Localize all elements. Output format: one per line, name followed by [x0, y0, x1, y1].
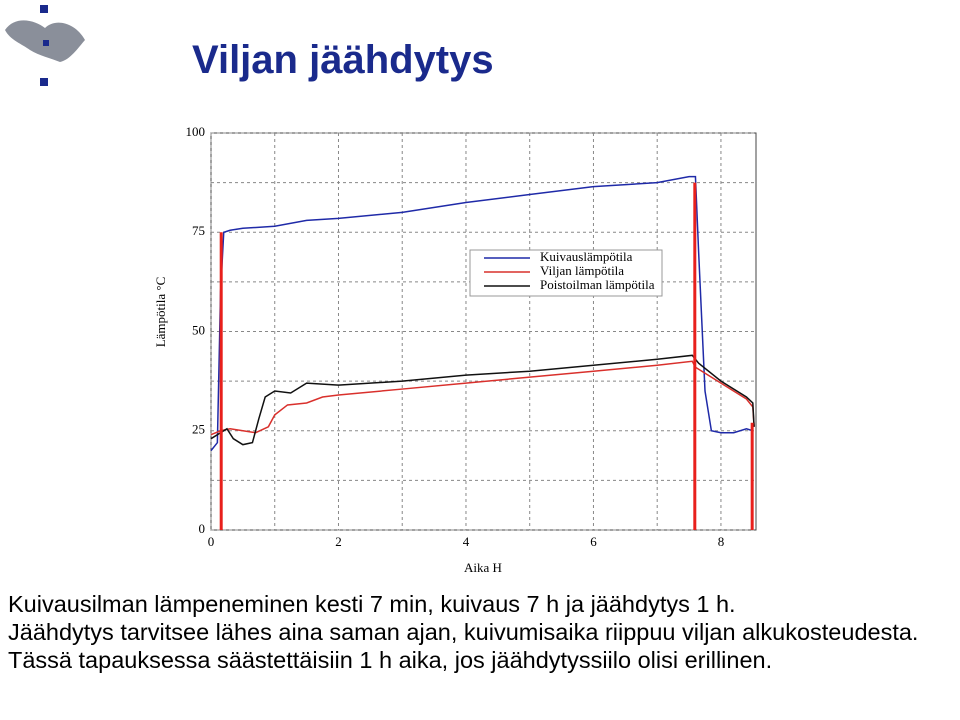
chart: Lämpötila °C Aika H 0 2 4 6 8 0 25 50 75 100 Kuiva… — [5, 5, 757, 575]
paragraph: Jäähdytys tarvitsee lähes aina saman aja… — [8, 619, 919, 673]
x-tick-label: 8 — [718, 534, 725, 549]
paragraph: Kuivausilman lämpeneminen kesti 7 min, k… — [8, 591, 736, 617]
x-tick-label: 6 — [590, 534, 597, 549]
y-tick-label: 50 — [192, 322, 205, 337]
legend-label: Kuivauslämpötila — [540, 249, 633, 264]
body-text: Kuivausilman lämpeneminen kesti 7 min, k… — [8, 590, 960, 674]
y-tick-label: 75 — [192, 223, 205, 238]
x-tick-label: 4 — [463, 534, 470, 549]
x-axis-label: Aika H — [464, 560, 502, 575]
y-tick-label: 25 — [192, 422, 205, 437]
slide-title: Viljan jäähdytys — [192, 38, 494, 82]
y-axis-label: Lämpötila °C — [153, 277, 168, 348]
y-tick-label: 100 — [186, 124, 206, 139]
y-tick-label: 0 — [199, 521, 206, 536]
series-line — [210, 360, 755, 436]
x-tick-label: 2 — [335, 534, 342, 549]
series-line — [210, 175, 754, 452]
logo — [5, 5, 85, 86]
series-line — [210, 354, 755, 446]
legend-label: Poistoilman lämpötila — [540, 277, 655, 292]
x-tick-label: 0 — [208, 534, 215, 549]
legend-label: Viljan lämpötila — [540, 263, 624, 278]
